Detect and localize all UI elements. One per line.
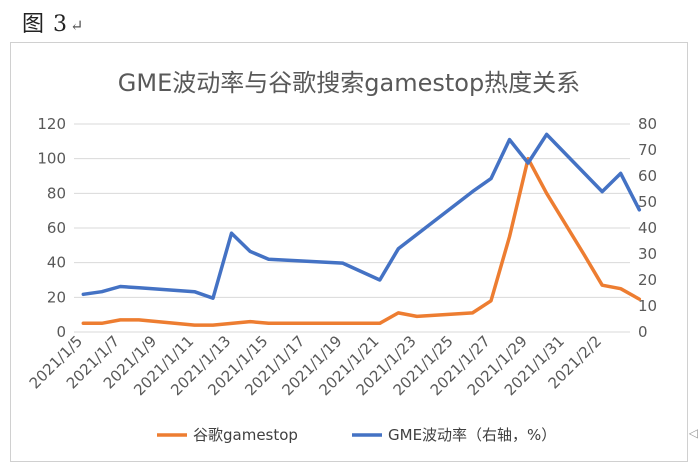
right-tick-label: 30 bbox=[638, 245, 657, 263]
left-tick-label: 0 bbox=[56, 323, 66, 341]
right-tick-label: 70 bbox=[638, 141, 657, 159]
right-tick-label: 80 bbox=[638, 115, 657, 133]
left-tick-label: 100 bbox=[37, 150, 66, 168]
right-tick-label: 40 bbox=[638, 219, 657, 237]
gridlines bbox=[74, 123, 630, 333]
edge-arrow-icon: ◁ bbox=[688, 426, 698, 440]
left-tick-label: 40 bbox=[47, 254, 66, 272]
right-tick-label: 0 bbox=[638, 323, 648, 341]
legend-label: 谷歌gamestop bbox=[193, 426, 298, 444]
chart-title: GME波动率与谷歌搜索gamestop热度关系 bbox=[118, 69, 580, 97]
left-tick-label: 80 bbox=[47, 184, 66, 202]
series-line bbox=[81, 132, 642, 300]
series-line bbox=[81, 156, 642, 327]
left-axis-ticks: 0 20 40 60 80 100 120 bbox=[37, 115, 66, 341]
figure-caption: 图 3 ↵ bbox=[22, 6, 84, 38]
chart-frame: GME波动率与谷歌搜索gamestop热度关系 0 20 40 60 80 100 120 … bbox=[10, 42, 688, 462]
right-axis-ticks: 0 10 20 30 40 50 60 70 80 bbox=[638, 115, 657, 341]
caption-text: 图 3 bbox=[22, 12, 68, 37]
chart-svg: GME波动率与谷歌搜索gamestop热度关系 020406080100120 … bbox=[26, 69, 657, 444]
right-tick-label: 10 bbox=[638, 297, 657, 315]
legend-label: GME波动率（右轴，%） bbox=[388, 426, 556, 444]
x-axis-ticks: 2021/1/52021/1/72021/1/92021/1/112021/1/… bbox=[26, 332, 605, 399]
legend: 谷歌gamestop GME波动率（右轴，%） bbox=[157, 426, 556, 444]
left-tick-label: 20 bbox=[47, 288, 66, 306]
right-tick-label: 60 bbox=[638, 167, 657, 185]
series-layer bbox=[81, 132, 642, 327]
right-tick-label: 20 bbox=[638, 271, 657, 289]
right-tick-label: 50 bbox=[638, 193, 657, 211]
left-tick-label: 60 bbox=[47, 219, 66, 237]
return-mark-icon: ↵ bbox=[70, 16, 85, 35]
left-tick-label: 120 bbox=[37, 115, 66, 133]
